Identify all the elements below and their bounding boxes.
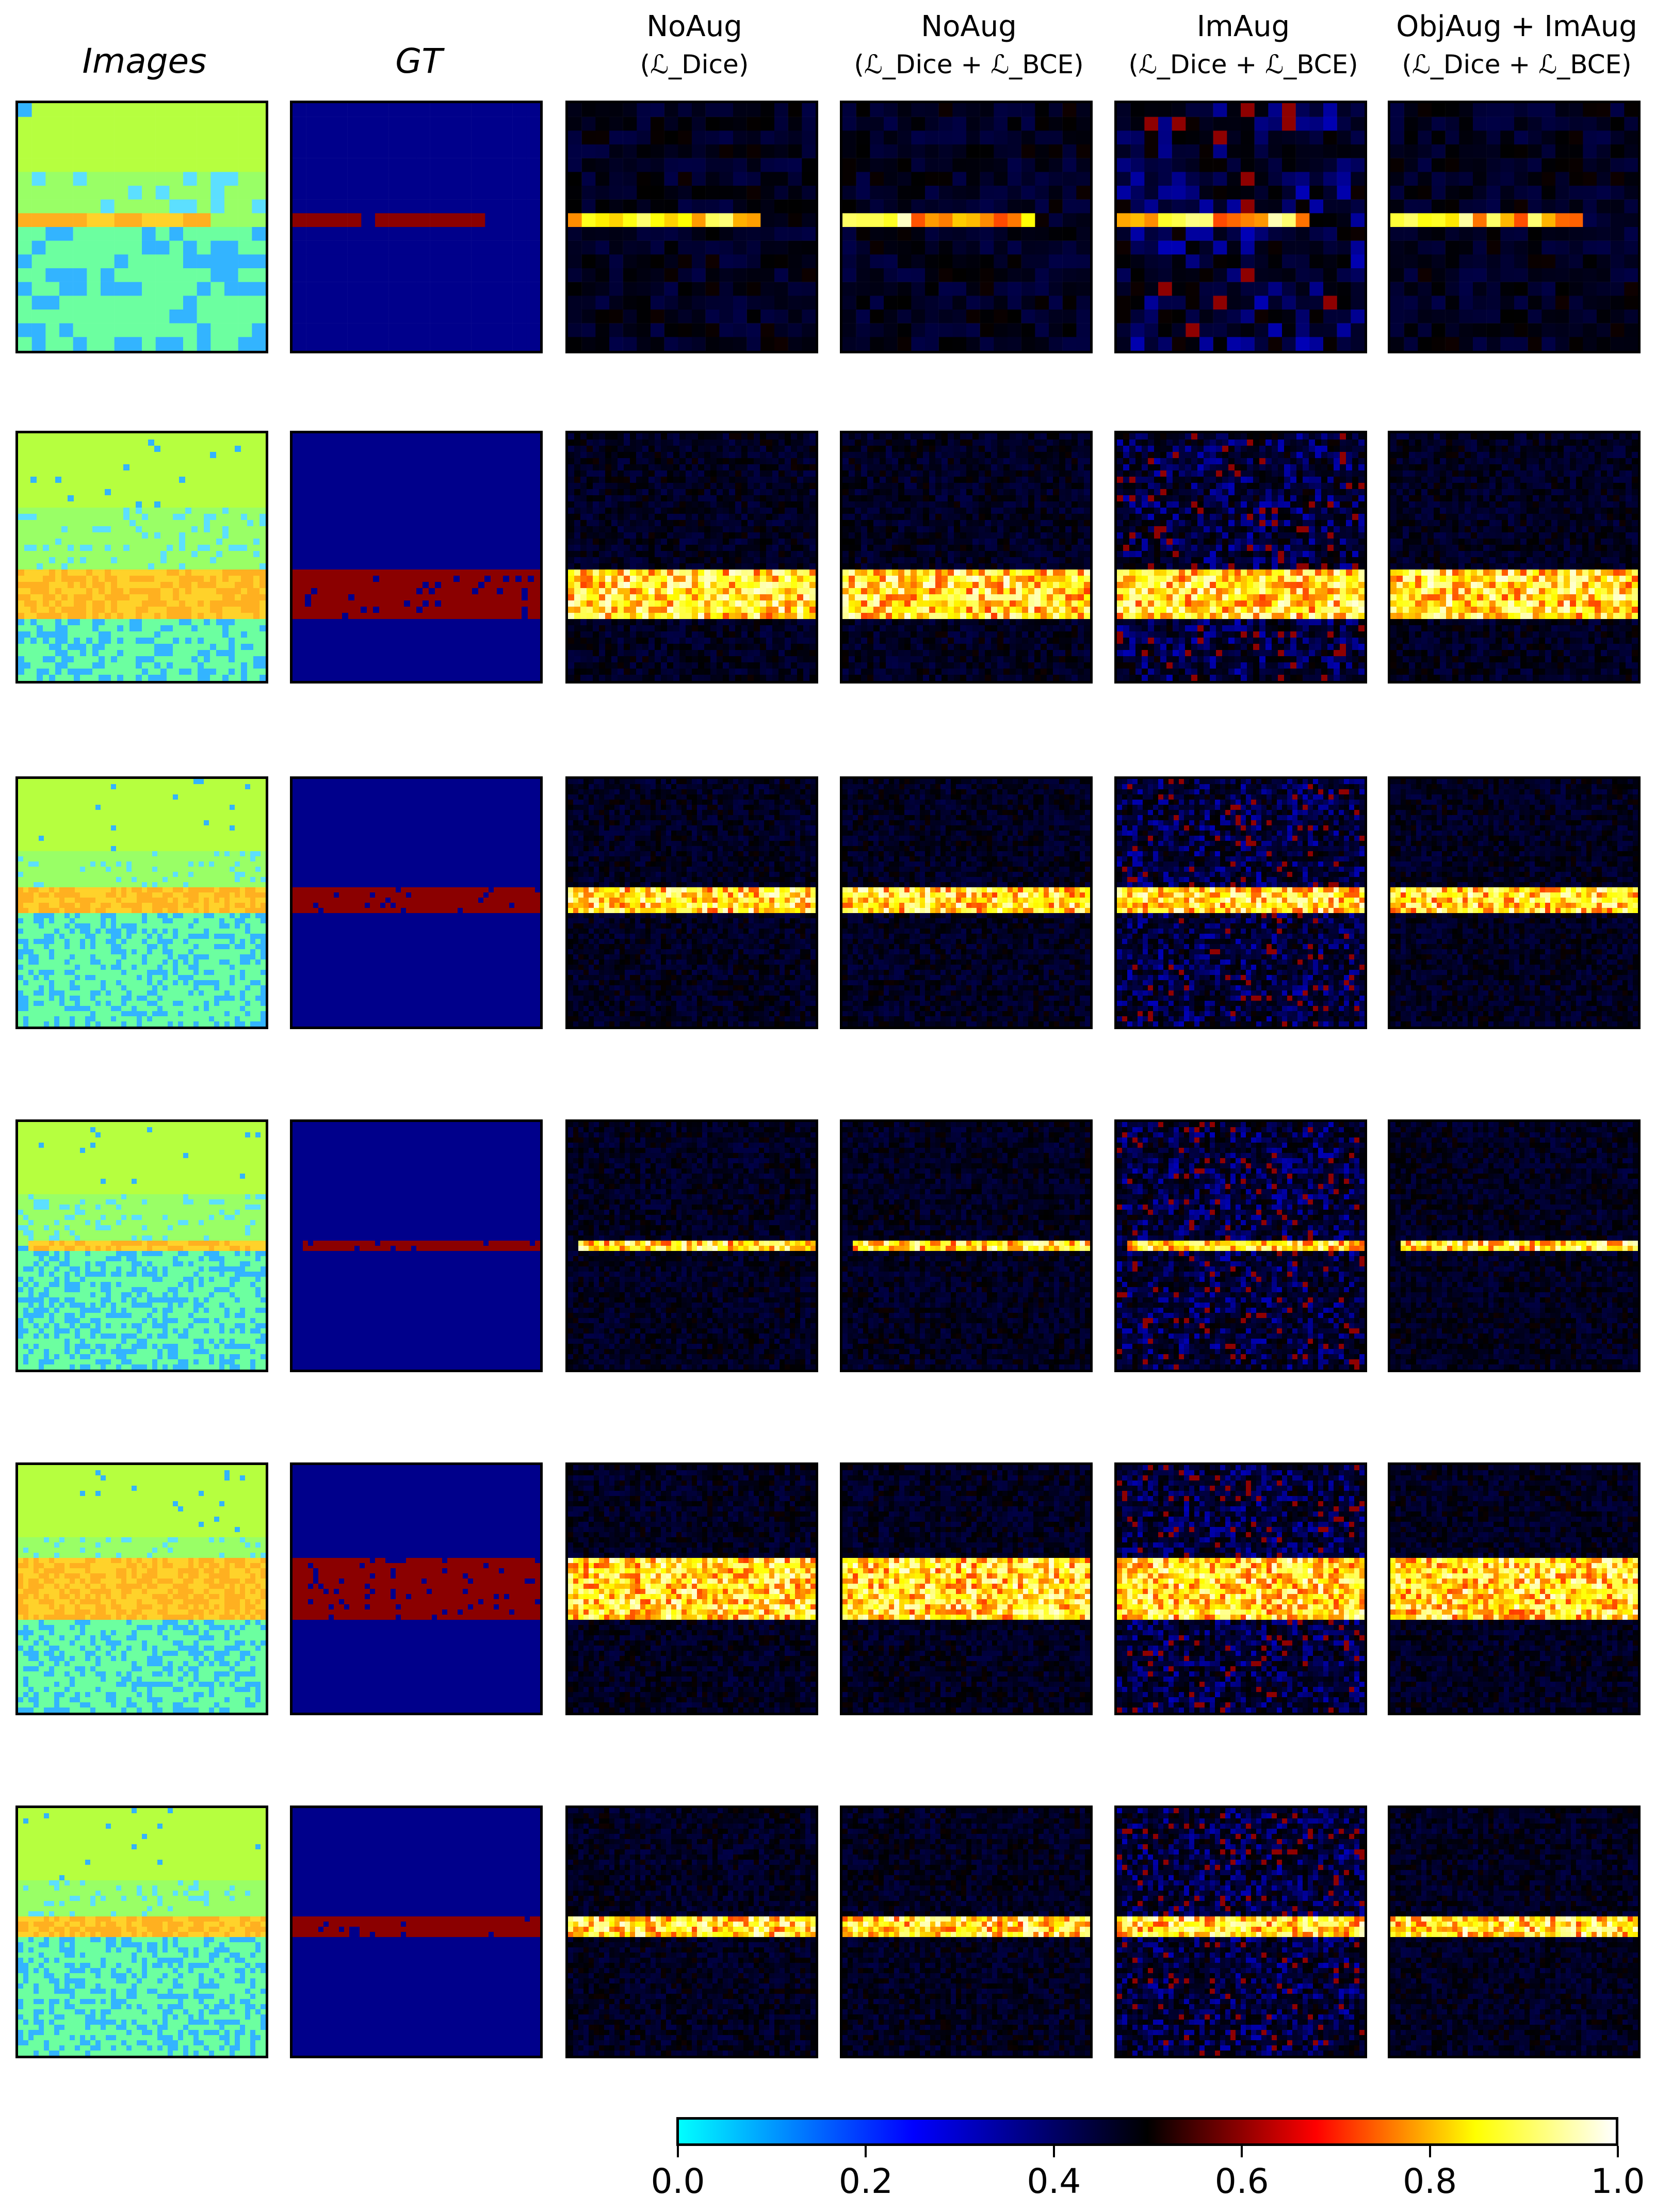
colorbar-tick-label: 0.8 [1389,2161,1471,2201]
ground-truth-row-1 [290,101,543,353]
header-objaug-imaug-dice-bce: ObjAug + ImAug (ℒ_Dice + ℒ_BCE) [1388,7,1646,83]
header-noaug-dice-bce: NoAug (ℒ_Dice + ℒ_BCE) [840,7,1098,83]
colorbar-tick [1053,2146,1055,2157]
colorbar-tick [1429,2146,1431,2157]
ground-truth-row-2 [290,431,543,684]
pred-objaug-imaug-dice-bce-row-2 [1388,431,1641,684]
input-image-row-5 [15,1462,268,1715]
pred-noaug-dice-bce-row-6 [840,1806,1093,2058]
ground-truth-row-3 [290,776,543,1029]
header-line2: (ℒ_Dice) [565,46,823,83]
ground-truth-row-4 [290,1119,543,1372]
colorbar-tick-label: 1.0 [1577,2161,1659,2201]
colorbar-tick-label: 0.2 [824,2161,907,2201]
ground-truth-row-5 [290,1462,543,1715]
pred-noaug-dice-bce-row-1 [840,101,1093,353]
header-line1: ObjAug + ImAug [1388,7,1646,46]
input-image-row-6 [15,1806,268,2058]
pred-imaug-dice-bce-row-6 [1114,1806,1367,2058]
colorbar-tick [1617,2146,1619,2157]
header-line2: (ℒ_Dice + ℒ_BCE) [1114,46,1372,83]
ground-truth-row-6 [290,1806,543,2058]
pred-objaug-imaug-dice-bce-row-6 [1388,1806,1641,2058]
pred-noaug-dice-bce-row-3 [840,776,1093,1029]
header-gt: GT [290,41,548,81]
pred-imaug-dice-bce-row-4 [1114,1119,1367,1372]
pred-noaug-dice-bce-row-5 [840,1462,1093,1715]
colorbar-tick-label: 0.0 [637,2161,719,2201]
colorbar-tick-label: 0.4 [1013,2161,1095,2201]
pred-objaug-imaug-dice-bce-row-5 [1388,1462,1641,1715]
header-line1: NoAug [565,7,823,46]
colorbar [676,2117,1618,2146]
pred-imaug-dice-bce-row-3 [1114,776,1367,1029]
colorbar-tick [1241,2146,1243,2157]
pred-noaug-dice-row-6 [565,1806,818,2058]
pred-imaug-dice-bce-row-1 [1114,101,1367,353]
pred-objaug-imaug-dice-bce-row-1 [1388,101,1641,353]
header-line1: NoAug [840,7,1098,46]
header-noaug-dice: NoAug (ℒ_Dice) [565,7,823,83]
input-image-row-2 [15,431,268,684]
pred-imaug-dice-bce-row-2 [1114,431,1367,684]
input-image-row-1 [15,101,268,353]
header-images: Images [15,41,273,81]
header-imaug-dice-bce: ImAug (ℒ_Dice + ℒ_BCE) [1114,7,1372,83]
header-line2: (ℒ_Dice + ℒ_BCE) [840,46,1098,83]
header-line2: (ℒ_Dice + ℒ_BCE) [1388,46,1646,83]
colorbar-tick [677,2146,679,2157]
pred-objaug-imaug-dice-bce-row-4 [1388,1119,1641,1372]
header-line1: ImAug [1114,7,1372,46]
colorbar-tick-label: 0.6 [1200,2161,1283,2201]
pred-noaug-dice-row-5 [565,1462,818,1715]
pred-imaug-dice-bce-row-5 [1114,1462,1367,1715]
pred-noaug-dice-row-3 [565,776,818,1029]
pred-noaug-dice-row-2 [565,431,818,684]
input-image-row-3 [15,776,268,1029]
pred-noaug-dice-row-4 [565,1119,818,1372]
pred-noaug-dice-bce-row-4 [840,1119,1093,1372]
colorbar-tick [865,2146,867,2157]
input-image-row-4 [15,1119,268,1372]
pred-objaug-imaug-dice-bce-row-3 [1388,776,1641,1029]
pred-noaug-dice-row-1 [565,101,818,353]
pred-noaug-dice-bce-row-2 [840,431,1093,684]
